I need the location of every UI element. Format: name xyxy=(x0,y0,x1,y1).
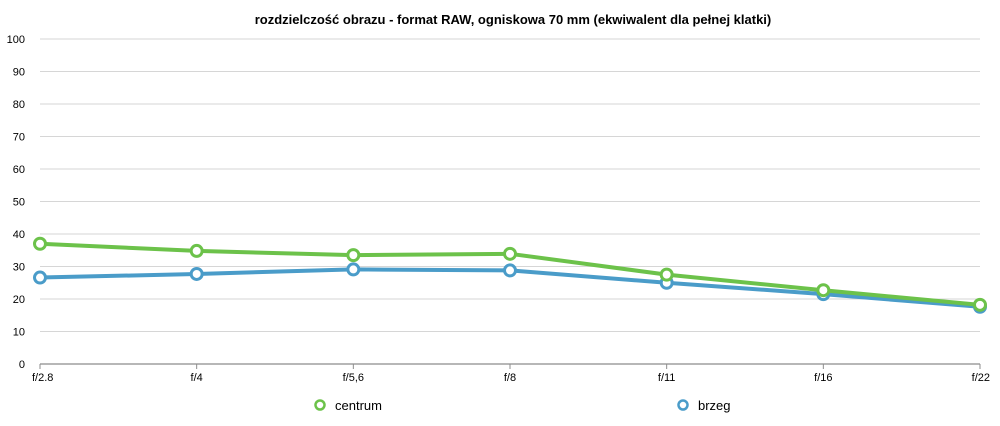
y-tick-label: 0 xyxy=(19,359,25,371)
legend: centrum brzeg xyxy=(314,398,731,413)
y-axis-tick-labels: 0 10 20 30 40 50 60 70 80 90 100 xyxy=(7,34,25,371)
legend-label: centrum xyxy=(335,398,382,413)
data-point xyxy=(503,263,517,278)
y-tick-label: 100 xyxy=(7,34,25,46)
data-point xyxy=(33,270,47,285)
series-lines xyxy=(33,236,987,314)
data-point xyxy=(189,266,204,281)
x-tick-label: f/16 xyxy=(814,372,832,384)
legend-item: brzeg xyxy=(677,398,731,413)
data-point xyxy=(659,267,674,282)
grid-lines xyxy=(40,38,980,365)
y-tick-label: 90 xyxy=(13,67,25,79)
legend-marker xyxy=(677,399,689,411)
series-brzeg xyxy=(33,262,987,314)
data-point xyxy=(346,248,361,263)
x-tick-label: f/11 xyxy=(658,372,676,384)
x-tick-label: f/2.8 xyxy=(32,372,53,384)
x-tick-label: f/4 xyxy=(191,372,203,384)
legend-label: brzeg xyxy=(698,398,731,413)
y-tick-label: 10 xyxy=(13,327,25,339)
data-point xyxy=(973,297,987,312)
data-point xyxy=(346,262,361,277)
legend-item: centrum xyxy=(314,398,382,413)
chart-title: rozdzielczość obrazu - format RAW, ognis… xyxy=(255,12,772,27)
x-tick-label: f/22 xyxy=(972,372,990,384)
data-point xyxy=(816,283,831,298)
x-tick-label: f/5,6 xyxy=(343,372,364,384)
series-centrum xyxy=(33,236,987,312)
legend-marker xyxy=(314,399,326,411)
y-tick-label: 30 xyxy=(13,262,25,274)
x-axis-tick-labels: f/2.8 f/4 f/5,6 f/8 f/11 f/16 f/22 xyxy=(32,364,990,384)
y-tick-label: 80 xyxy=(13,99,25,111)
data-point xyxy=(33,236,47,251)
y-tick-label: 60 xyxy=(13,164,25,176)
y-tick-label: 40 xyxy=(13,229,25,241)
y-tick-label: 50 xyxy=(13,197,25,209)
data-point xyxy=(503,246,517,261)
y-tick-label: 20 xyxy=(13,294,25,306)
x-tick-label: f/8 xyxy=(504,372,516,384)
y-tick-label: 70 xyxy=(13,132,25,144)
data-point xyxy=(189,243,204,258)
